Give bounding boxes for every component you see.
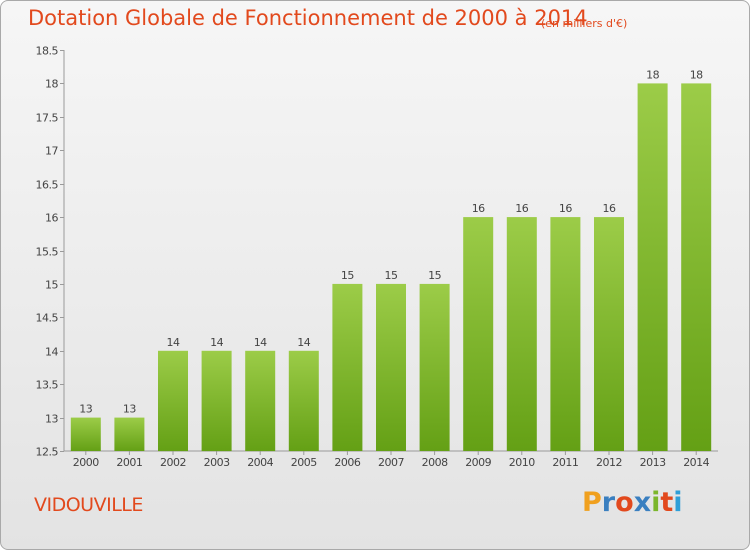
x-tick-label: 2002 xyxy=(160,456,186,469)
logo-letter: i xyxy=(651,487,661,518)
y-tick-label: 18 xyxy=(45,78,58,91)
y-tick-label: 13 xyxy=(45,413,58,426)
data-label: 13 xyxy=(123,403,136,416)
x-tick-label: 2014 xyxy=(683,456,709,469)
y-tick-label: 12.5 xyxy=(36,446,59,459)
data-label: 15 xyxy=(341,269,354,282)
logo-letter: o xyxy=(615,487,634,518)
x-tick-label: 2008 xyxy=(422,456,448,469)
commune-name: VIDOUVILLE xyxy=(34,494,143,516)
y-tick-label: 15 xyxy=(45,279,58,292)
y-tick-label: 18.5 xyxy=(36,45,59,58)
data-label: 16 xyxy=(515,202,528,215)
x-tick-label: 2013 xyxy=(640,456,666,469)
x-tick-label: 2009 xyxy=(465,456,491,469)
data-label: 15 xyxy=(385,269,398,282)
x-tick-label: 2000 xyxy=(73,456,99,469)
bar-2013 xyxy=(637,83,668,452)
bar-2010 xyxy=(506,217,537,451)
x-tick-label: 2011 xyxy=(552,456,578,469)
bar-2002 xyxy=(158,350,188,452)
bar-2012 xyxy=(594,217,624,451)
bar-2000 xyxy=(70,417,101,451)
y-tick-label: 16 xyxy=(45,212,58,225)
data-label: 16 xyxy=(472,202,485,215)
y-tick-label: 13.5 xyxy=(36,379,59,392)
x-tick-label: 2004 xyxy=(247,456,273,469)
data-label: 16 xyxy=(559,202,572,215)
x-tick-label: 2003 xyxy=(204,456,230,469)
logo-letter: t xyxy=(660,487,674,518)
data-label: 18 xyxy=(690,68,703,81)
data-label: 15 xyxy=(428,269,441,282)
x-tick-label: 2012 xyxy=(596,456,622,469)
chart-subtitle: (en milliers d'€) xyxy=(541,17,628,30)
bar-2003 xyxy=(201,350,232,452)
bar-2001 xyxy=(114,417,145,451)
data-label: 16 xyxy=(603,202,616,215)
logo-letter: i xyxy=(673,487,683,518)
y-tick-label: 14.5 xyxy=(36,312,59,325)
chart-title: Dotation Globale de Fonctionnement de 20… xyxy=(28,6,588,30)
bar-2014 xyxy=(681,83,712,452)
y-tick-label: 17.5 xyxy=(36,112,59,125)
data-label: 13 xyxy=(79,403,92,416)
data-label: 14 xyxy=(210,336,223,349)
y-tick-label: 15.5 xyxy=(36,246,59,259)
data-label: 14 xyxy=(167,336,180,349)
bar-2011 xyxy=(550,217,581,451)
logo-letter: r xyxy=(601,487,616,518)
bar-2006 xyxy=(332,283,363,451)
x-tick-label: 2010 xyxy=(509,456,535,469)
logo-letter: x xyxy=(633,487,652,518)
x-tick-label: 2006 xyxy=(334,456,360,469)
bar-2008 xyxy=(419,283,450,451)
data-labels: 2000 13 2001 13 2002 14 2003 14 2004 14 2005 14 2006… xyxy=(73,68,710,469)
bar-2009 xyxy=(463,217,494,451)
bar-2004 xyxy=(245,350,276,452)
bar-2005 xyxy=(288,350,319,452)
logo-letter: P xyxy=(582,487,602,518)
x-tick-label: 2001 xyxy=(116,456,142,469)
x-tick-label: 2007 xyxy=(378,456,404,469)
data-label: 18 xyxy=(646,68,659,81)
x-tick-label: 2005 xyxy=(291,456,317,469)
data-label: 14 xyxy=(254,336,267,349)
y-tick-label: 14 xyxy=(45,346,58,359)
data-label: 14 xyxy=(297,336,310,349)
proxiti-logo[interactable]: Proxiti xyxy=(582,487,683,518)
bars xyxy=(70,83,712,452)
y-tick-label: 17 xyxy=(45,145,58,158)
y-tick-label: 16.5 xyxy=(36,179,59,192)
bar-2007 xyxy=(376,283,406,451)
